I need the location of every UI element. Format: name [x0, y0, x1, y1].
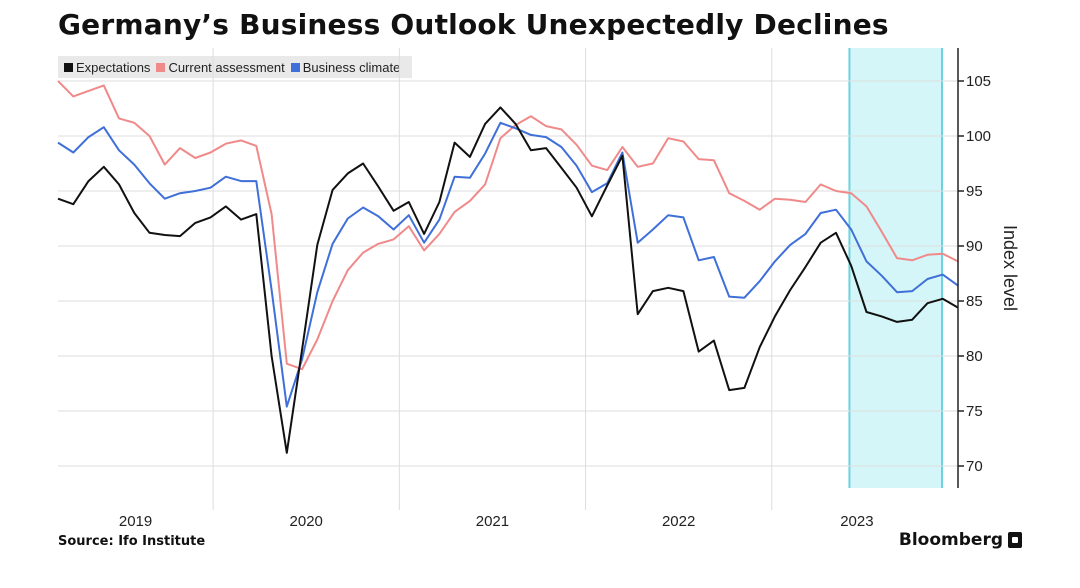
- legend-label-expectations: Expectations: [76, 59, 151, 75]
- legend-swatch-current-assessment: [156, 62, 166, 72]
- brand-logo: Bloomberg: [899, 530, 1022, 550]
- legend-label-business-climate: Business climate: [302, 59, 401, 75]
- legend-item-business-climate: Business climate: [290, 59, 401, 75]
- highlight-region: [848, 48, 943, 488]
- y-tick-label: 100: [966, 128, 991, 145]
- y-axis-title: Index level: [1000, 225, 1020, 311]
- legend-label-current-assessment: Current assessment: [168, 59, 285, 75]
- series-line-business-climate: [57, 121, 959, 408]
- y-tick-label: 80: [966, 348, 983, 365]
- chart-title: Germany’s Business Outlook Unexpectedly …: [58, 8, 889, 41]
- y-tick-label: 105: [966, 73, 991, 90]
- y-tick-label: 95: [966, 183, 983, 200]
- series-line-expectations: [57, 106, 959, 454]
- legend-item-current-assessment: Current assessment: [156, 59, 285, 75]
- x-axis-labels: 2019 2020 2021 2022 2023: [119, 513, 874, 530]
- y-tick-label: 75: [966, 403, 983, 420]
- legend-swatch-business-climate: [290, 62, 300, 72]
- brand-name: Bloomberg: [898, 530, 1003, 550]
- series-line-current-assessment: [57, 80, 959, 371]
- grid-lines: [58, 48, 958, 510]
- legend: Expectations Current assessment Business…: [58, 56, 413, 78]
- y-tick-label: 70: [966, 458, 983, 475]
- y-axis: 70 75 80 85 90 95 100 105: [957, 48, 991, 488]
- x-tick-label: 2020: [290, 513, 323, 530]
- y-tick-label: 90: [966, 238, 983, 255]
- x-tick-label: 2019: [119, 513, 152, 530]
- bloomberg-icon: [1008, 532, 1022, 548]
- series-lines: [57, 80, 959, 454]
- source-note: Source: Ifo Institute: [58, 534, 206, 549]
- legend-swatch-expectations: [64, 62, 73, 72]
- legend-item-expectations: Expectations: [64, 60, 150, 75]
- x-tick-label: 2022: [662, 513, 695, 530]
- y-tick-label: 85: [966, 293, 983, 310]
- x-tick-label: 2021: [476, 513, 509, 530]
- x-tick-label: 2023: [840, 513, 873, 530]
- highlight-band: [849, 48, 942, 488]
